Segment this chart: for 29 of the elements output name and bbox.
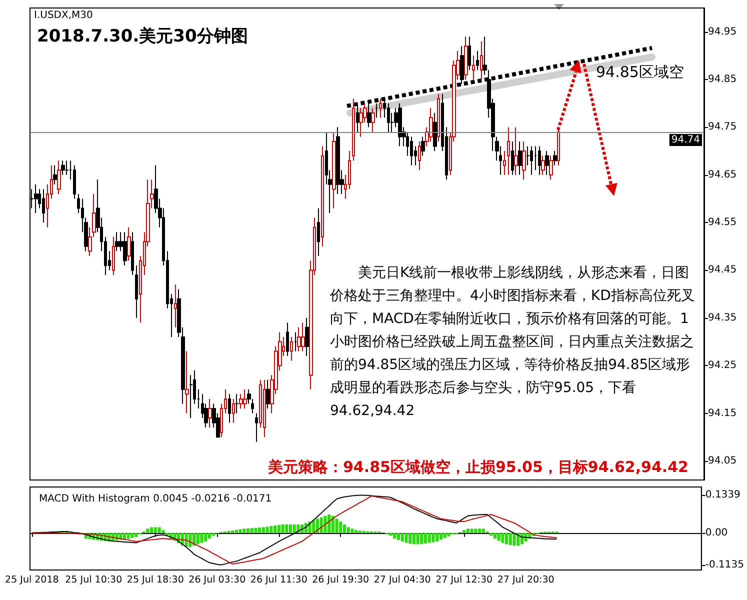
annotation: 美元策略：94.85区域做空，止损95.05，目标94.62,94.42 [268, 458, 688, 477]
y-tick-label: 94.55 [708, 217, 737, 228]
x-tick-label: 26 Jul 19:30 [312, 574, 370, 586]
x-tick-label: 27 Jul 12:30 [436, 574, 493, 586]
y-tick-label: 94.05 [708, 455, 737, 466]
x-tick-label: 26 Jul 11:30 [250, 574, 308, 586]
y-tick-label: 94.15 [708, 408, 737, 419]
annotation: 美元日K线前一根收带上影线阴线，从形态来看，日图价格处于三角整理中。4小时图指标来看，KD指标高位死叉向下，MACD在零轴附近收口，预示价格有回落的可能。1小时图价格已经跌破上周五盘整区间，日内重点关注数据之前的94.85区域的强压力区域，等待价格反抽94.85区域形成明显的看跌形态后参与空头，防守95.05，下看94.62,94.42 [330, 264, 696, 421]
y-tick-label: 94.85 [708, 74, 737, 86]
y-tick-label: 94.35 [708, 312, 737, 324]
annotation: I.USDX,M30 [34, 10, 93, 21]
x-tick-label: 25 Jul 10:30 [65, 574, 122, 586]
y-tick-label: 94.95 [708, 26, 737, 38]
ref-line-label: 94.74 [671, 134, 700, 146]
x-tick-label: 27 Jul 20:30 [497, 574, 554, 586]
y-tick-label: 94.65 [708, 169, 737, 180]
x-tick-label: 25 Jul 18:30 [126, 574, 184, 586]
x-tick-label: 26 Jul 03:30 [188, 574, 246, 586]
y-tick-label: 94.45 [708, 264, 737, 276]
y-tick-label: 94.75 [708, 122, 737, 133]
x-tick-label: 27 Jul 04:30 [374, 574, 431, 586]
text: 2018.7.30.美元30分钟图 [37, 26, 248, 46]
text: MACD With Histogram 0.0045 -0.0216 -0.0171 [39, 494, 272, 504]
annotation: 94.85区域空 [596, 63, 684, 82]
y-tick-label: 94.25 [708, 360, 737, 372]
y-tick-label: -0.1135 [705, 560, 744, 571]
y-tick-label: 0.00 [705, 527, 728, 538]
x-tick-label: 25 Jul 2018 [5, 574, 59, 586]
y-tick-label: 0.1339 [705, 489, 740, 500]
